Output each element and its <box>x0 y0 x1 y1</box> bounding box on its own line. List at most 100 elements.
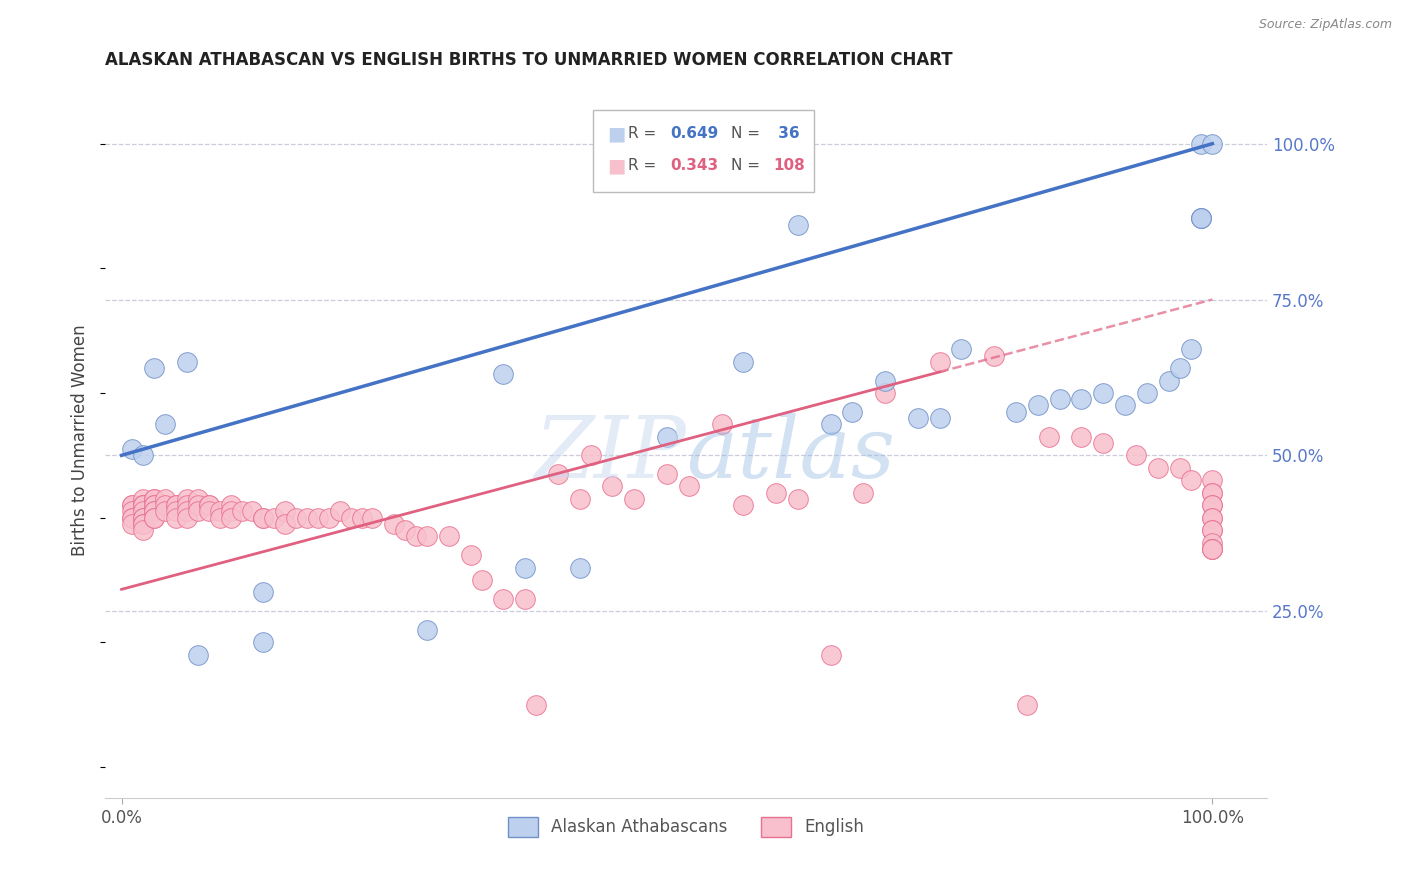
Point <box>165 510 187 524</box>
Point <box>710 417 733 432</box>
Point <box>155 504 177 518</box>
Point <box>155 498 177 512</box>
Point <box>274 504 297 518</box>
Y-axis label: Births to Unmarried Women: Births to Unmarried Women <box>72 324 89 556</box>
Point <box>252 585 274 599</box>
Point <box>875 386 897 401</box>
Point <box>1201 541 1223 556</box>
Point <box>460 548 482 562</box>
Point <box>786 491 808 506</box>
Point <box>219 510 242 524</box>
Point <box>252 510 274 524</box>
Text: ZIP: ZIP <box>534 413 686 495</box>
Point <box>1201 523 1223 537</box>
Point <box>176 510 198 524</box>
Point <box>841 405 863 419</box>
FancyBboxPatch shape <box>593 110 814 193</box>
Point <box>274 516 297 531</box>
Text: N =: N = <box>731 159 765 173</box>
Point <box>121 510 143 524</box>
Point <box>1015 698 1038 712</box>
Point <box>176 491 198 506</box>
Point <box>405 529 427 543</box>
Text: ■: ■ <box>607 124 626 144</box>
Legend: Alaskan Athabascans, English: Alaskan Athabascans, English <box>502 810 870 844</box>
Point <box>820 417 842 432</box>
Point <box>285 510 308 524</box>
Point <box>733 355 755 369</box>
Point <box>1168 460 1191 475</box>
Point <box>143 504 166 518</box>
Point <box>295 510 318 524</box>
Point <box>132 491 155 506</box>
Point <box>1070 429 1092 443</box>
Point <box>1125 448 1147 462</box>
Point <box>132 448 155 462</box>
Point <box>198 504 221 518</box>
Point <box>1168 361 1191 376</box>
Point <box>1070 392 1092 407</box>
Point <box>198 498 221 512</box>
Text: 36: 36 <box>773 126 800 141</box>
Point <box>143 361 166 376</box>
Point <box>198 498 221 512</box>
Point <box>1092 386 1115 401</box>
Point <box>121 498 143 512</box>
Point <box>394 523 416 537</box>
Point <box>242 504 264 518</box>
Point <box>1191 211 1213 226</box>
Point <box>655 467 678 481</box>
Point <box>907 411 929 425</box>
Point <box>165 498 187 512</box>
Point <box>1201 136 1223 151</box>
Point <box>1201 498 1223 512</box>
Point <box>1201 510 1223 524</box>
Point <box>1038 429 1060 443</box>
Point <box>155 491 177 506</box>
Point <box>1201 473 1223 487</box>
Point <box>1201 485 1223 500</box>
Point <box>1092 435 1115 450</box>
Point <box>928 355 950 369</box>
Point <box>176 504 198 518</box>
Point <box>176 355 198 369</box>
Point <box>765 485 787 500</box>
Point <box>176 498 198 512</box>
Point <box>950 343 973 357</box>
Point <box>263 510 285 524</box>
Point <box>252 635 274 649</box>
Point <box>1191 211 1213 226</box>
Point <box>132 523 155 537</box>
Point <box>678 479 700 493</box>
Point <box>132 498 155 512</box>
Point <box>786 218 808 232</box>
Point <box>143 504 166 518</box>
Point <box>416 623 439 637</box>
Point <box>928 411 950 425</box>
Point <box>143 510 166 524</box>
Point <box>132 498 155 512</box>
Point <box>1191 136 1213 151</box>
Point <box>143 510 166 524</box>
Point <box>318 510 340 524</box>
Point <box>547 467 569 481</box>
Point <box>1201 541 1223 556</box>
Point <box>1201 498 1223 512</box>
Point <box>568 491 591 506</box>
Point <box>568 560 591 574</box>
Point <box>350 510 373 524</box>
Text: ALASKAN ATHABASCAN VS ENGLISH BIRTHS TO UNMARRIED WOMEN CORRELATION CHART: ALASKAN ATHABASCAN VS ENGLISH BIRTHS TO … <box>105 51 953 69</box>
Point <box>252 510 274 524</box>
Point <box>602 479 624 493</box>
Text: 0.343: 0.343 <box>669 159 718 173</box>
Point <box>437 529 460 543</box>
Point <box>121 510 143 524</box>
Point <box>1136 386 1159 401</box>
Point <box>623 491 645 506</box>
Point <box>416 529 439 543</box>
Point <box>1201 523 1223 537</box>
Point <box>1114 399 1136 413</box>
Point <box>382 516 405 531</box>
Point <box>1201 485 1223 500</box>
Point <box>875 374 897 388</box>
